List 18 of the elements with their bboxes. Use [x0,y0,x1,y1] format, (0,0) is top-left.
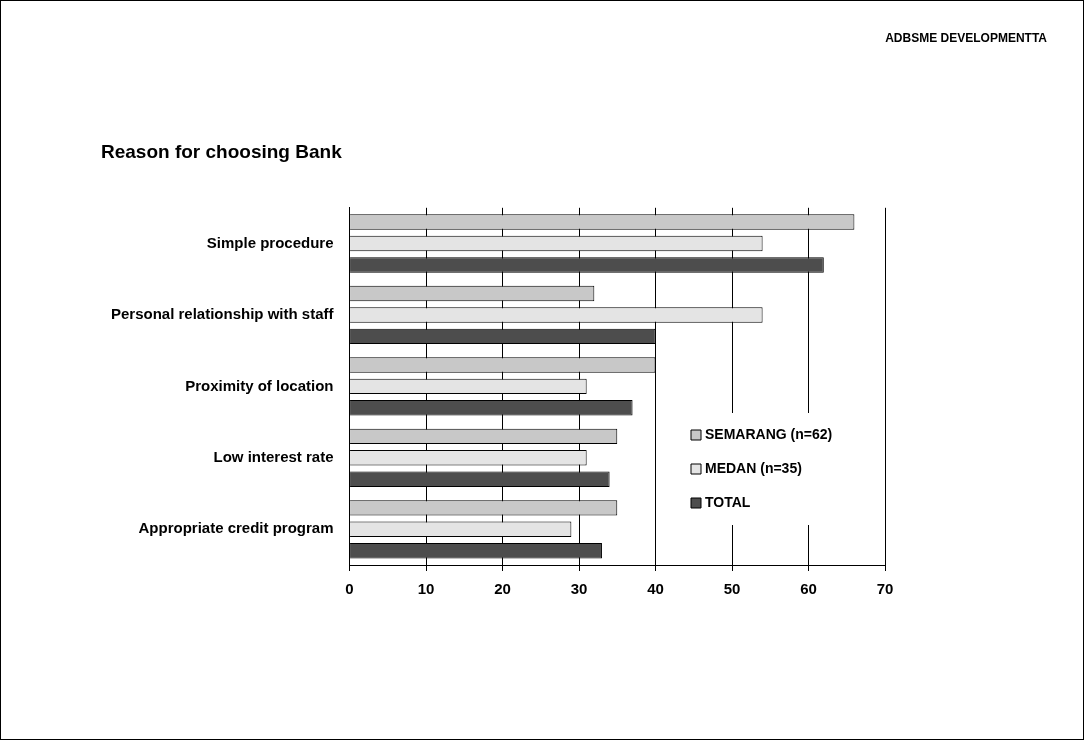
x-tick-label: 50 [723,580,741,598]
y-tick-label: Proximity of location [185,376,334,394]
text: ADBSME DEVELOPMENTTA [885,31,1047,45]
x-tick-label: 70 [876,580,894,598]
x-tick-label: 30 [570,580,588,598]
y-tick-label: Simple procedure [206,233,334,251]
x-tick-label: 20 [494,580,511,598]
y-tick-label: Low interest rate [213,447,334,465]
legend-label: MEDAN (n=35) [705,459,802,476]
x-tick-label: 60 [800,580,817,598]
chart-title: Reason for choosing Bank [101,140,343,162]
x-tick-label: 40 [647,580,664,598]
y-tick-label: Appropriate credit program [138,519,334,537]
y-tick-label: Personal relationship with staff [110,305,335,323]
x-tick-label: 0 [345,580,354,598]
x-tick-label: 10 [417,580,435,598]
legend-label: TOTAL [705,493,751,510]
legend-label: SEMARANG (n=62) [705,425,833,442]
